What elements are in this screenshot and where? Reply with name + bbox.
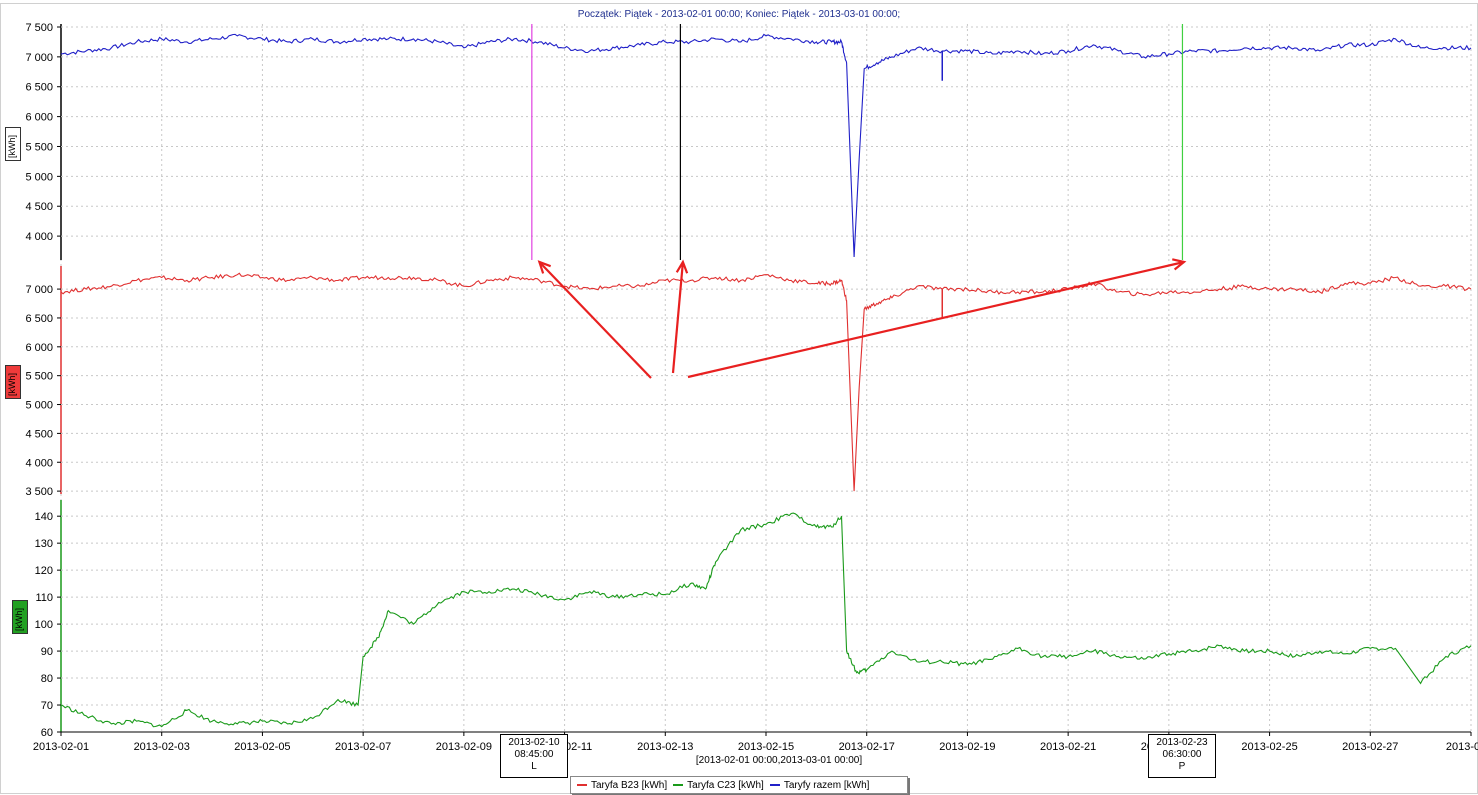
x-tick-label: 2013-02-03 <box>134 741 190 753</box>
cursor-left-box[interactable]: 2013-02-10 08:45:00 L <box>500 734 568 778</box>
y-tick-label: 5 000 <box>25 400 53 412</box>
cursor-right-date: 2013-02-23 <box>1156 737 1208 748</box>
x-tick-label: 2013-02-13 <box>637 741 693 753</box>
legend: Taryfa B23 [kWh] Taryfa C23 [kWh] Taryfy… <box>570 776 908 794</box>
y-tick-label: 6 000 <box>25 342 53 354</box>
legend-item-c23[interactable]: Taryfa C23 [kWh] <box>673 780 764 791</box>
x-tick-label: 2013-02-01 <box>33 741 89 753</box>
x-tick-label: 2013-02-07 <box>335 741 391 753</box>
y-tick-label: 110 <box>35 592 53 604</box>
x-tick-label: 2013-03-0 <box>1446 741 1478 753</box>
x-tick-label: 2013-02-09 <box>436 741 492 753</box>
x-tick-label: 2013-02-17 <box>839 741 895 753</box>
y-tick-label: 70 <box>41 700 53 712</box>
y-tick-label: 4 000 <box>25 457 53 469</box>
legend-swatch-c23 <box>673 784 684 786</box>
y-tick-label: 60 <box>41 727 53 739</box>
annotation-arrow <box>671 261 685 374</box>
x-range-label: [2013-02-01 00:00,2013-03-01 00:00] <box>696 755 862 766</box>
annotation-arrowhead <box>537 260 552 274</box>
y-tick-label: 7 500 <box>25 22 53 34</box>
y-tick-label: 80 <box>41 673 53 685</box>
chart-title: Początek: Piątek - 2013-02-01 00:00; Kon… <box>578 9 900 20</box>
chart-frame <box>0 3 1478 794</box>
x-tick-label: 2013-02-19 <box>939 741 995 753</box>
y-tick-label: 4 000 <box>25 231 53 243</box>
cursor-left-date: 2013-02-10 <box>508 737 560 748</box>
legend-item-total[interactable]: Taryfy razem [kWh] <box>769 779 870 791</box>
y-tick-label: 7 000 <box>25 284 53 296</box>
y-tick-label: 6 000 <box>25 112 53 124</box>
y-tick-label: 4 500 <box>25 201 53 213</box>
cursor-right-time: 06:30:00 <box>1162 749 1202 760</box>
legend-label-b23: Taryfa B23 [kWh] <box>591 779 668 791</box>
x-tick-label: 2013-02-27 <box>1342 741 1398 753</box>
y-tick-label: 90 <box>41 646 53 658</box>
cursor-right-tag: P <box>1178 761 1186 772</box>
annotation-arrow <box>687 260 1185 379</box>
cursor-right-box[interactable]: 2013-02-23 06:30:00 P <box>1148 734 1216 778</box>
x-tick-label: 2013-02-05 <box>234 741 290 753</box>
x-tick-label: 2013-02-21 <box>1040 741 1096 753</box>
y-tick-label: 3 500 <box>25 486 53 498</box>
y-tick-label: 120 <box>35 565 53 577</box>
legend-item-b23[interactable]: Taryfa B23 [kWh] <box>577 780 667 791</box>
y-tick-label: 4 500 <box>25 428 53 440</box>
y-axis-label-top: [kWh] <box>5 127 21 161</box>
series-line-middle <box>60 272 1472 492</box>
x-tick-label: 2013-02-15 <box>738 741 794 753</box>
series-line-top <box>60 33 1472 258</box>
legend-label-total: Taryfy razem [kWh] <box>783 779 870 791</box>
y-tick-label: 6 500 <box>25 313 53 325</box>
annotation-arrow <box>538 261 652 379</box>
annotation-arrowhead <box>1172 258 1187 271</box>
y-tick-label: 130 <box>35 538 53 550</box>
cursor-left-tag: L <box>531 761 537 772</box>
y-tick-label: 140 <box>35 511 53 523</box>
y-axis-label-bottom: [kWh] <box>12 600 28 634</box>
y-axis-label-middle: [kWh] <box>5 365 21 399</box>
y-tick-label: 5 500 <box>25 141 53 153</box>
x-tick-label: 2013-02-25 <box>1241 741 1297 753</box>
series-line-bottom <box>60 512 1472 728</box>
legend-label-c23: Taryfa C23 [kWh] <box>687 779 764 791</box>
y-tick-label: 100 <box>35 619 53 631</box>
cursor-left-time: 08:45:00 <box>514 749 554 760</box>
annotation-arrowhead <box>675 259 689 274</box>
y-tick-label: 5 000 <box>25 171 53 183</box>
y-tick-label: 6 500 <box>25 82 53 94</box>
y-tick-label: 7 000 <box>25 52 53 64</box>
legend-swatch-b23 <box>577 784 587 786</box>
legend-swatch-total <box>769 784 780 786</box>
y-tick-label: 5 500 <box>25 371 53 383</box>
